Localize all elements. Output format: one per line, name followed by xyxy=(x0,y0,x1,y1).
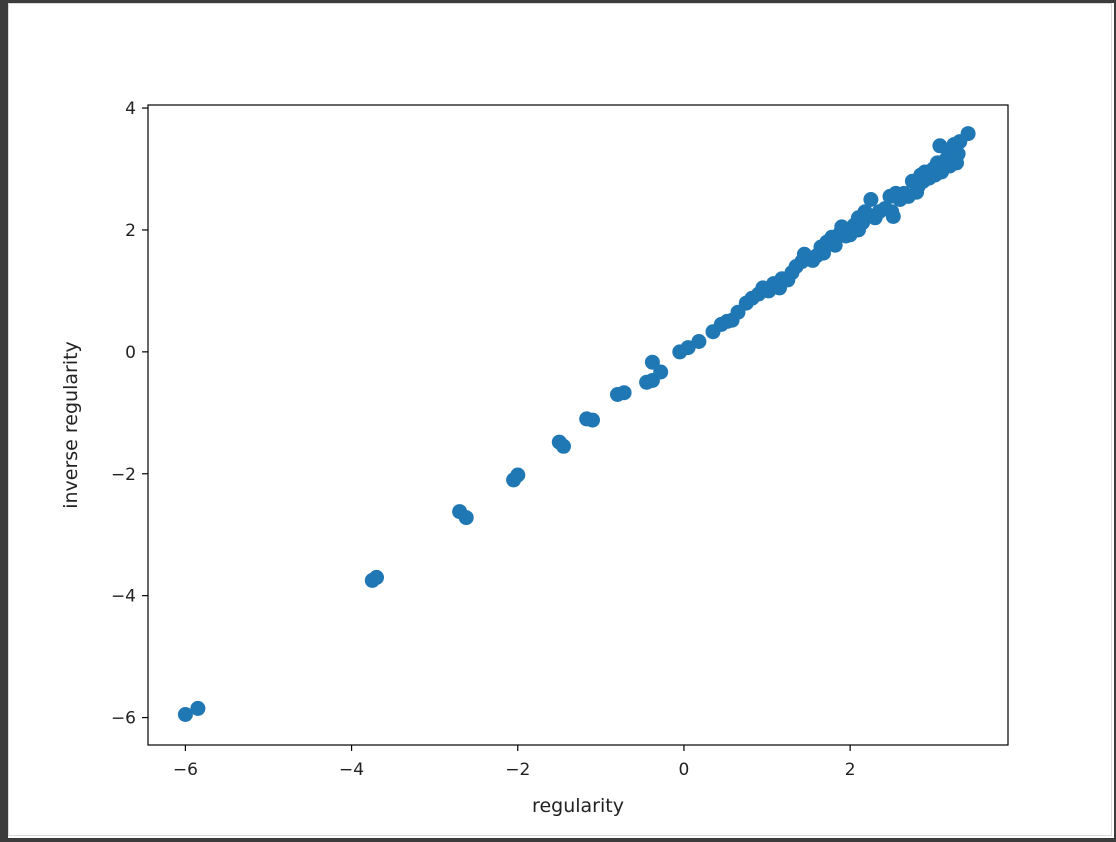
data-point xyxy=(616,385,632,401)
y-axis-ticks: −6 −4 −2 0 2 4 xyxy=(111,99,148,729)
x-tick-label: −6 xyxy=(173,760,198,780)
data-point xyxy=(190,700,206,716)
x-tick-label: −4 xyxy=(339,760,364,780)
data-point xyxy=(510,467,526,483)
figure-border xyxy=(8,3,1112,836)
y-tick-label: 4 xyxy=(125,99,136,119)
x-tick-label: 0 xyxy=(679,760,690,780)
data-point xyxy=(885,209,901,224)
data-point xyxy=(644,354,660,370)
data-point xyxy=(369,569,384,585)
x-axis-ticks: −6 −4 −2 0 2 xyxy=(173,745,856,780)
data-point xyxy=(556,438,571,454)
plot-area xyxy=(147,104,1009,746)
data-point xyxy=(177,707,193,722)
y-tick-label: −4 xyxy=(111,587,136,607)
y-tick-label: −6 xyxy=(111,709,136,729)
y-axis-label: inverse regularity xyxy=(60,341,82,509)
data-point xyxy=(653,364,669,380)
data-point xyxy=(827,237,843,253)
data-point xyxy=(863,192,879,207)
y-tick-label: 2 xyxy=(125,221,136,241)
y-tick-label: −2 xyxy=(111,465,136,485)
data-point xyxy=(691,334,707,349)
x-axis-label: regularity xyxy=(532,795,624,817)
data-point xyxy=(458,510,474,526)
y-tick-label: 0 xyxy=(125,343,136,363)
data-point xyxy=(585,412,600,428)
x-tick-label: −2 xyxy=(505,760,530,780)
data-point xyxy=(960,126,976,142)
x-tick-label: 2 xyxy=(845,760,856,780)
data-point xyxy=(950,146,966,162)
scatter-points xyxy=(177,126,976,722)
